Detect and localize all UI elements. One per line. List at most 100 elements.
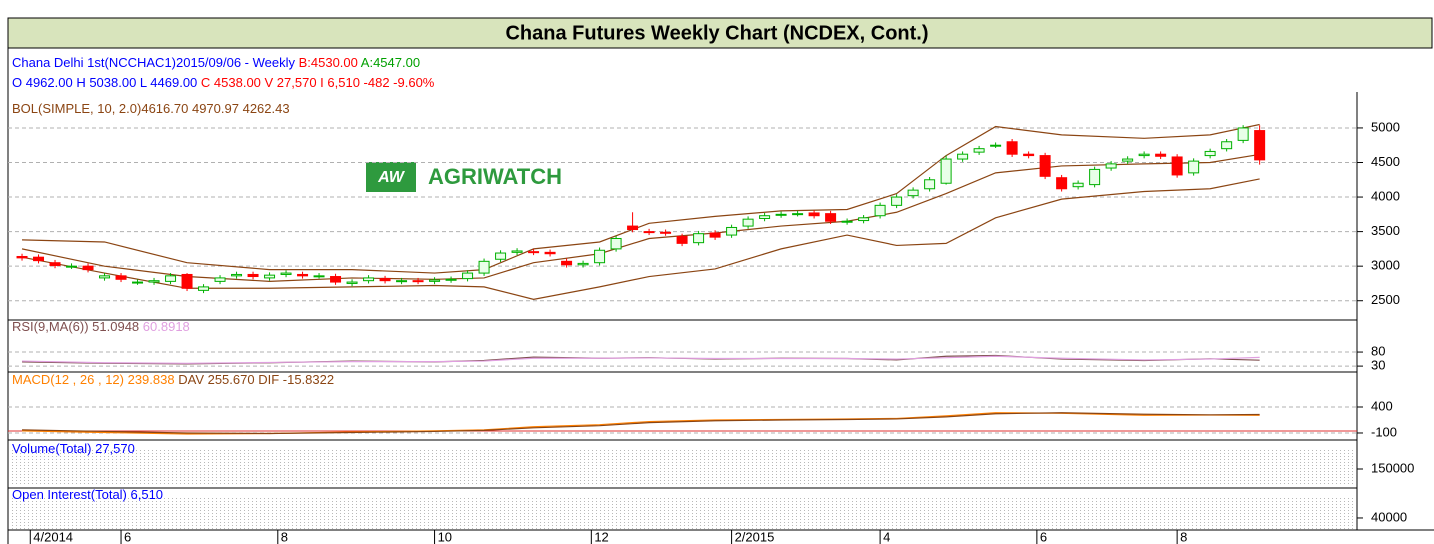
candle-body	[825, 213, 837, 222]
candle-body	[181, 273, 193, 289]
candle-body	[759, 215, 771, 219]
indicator-line	[22, 355, 1260, 364]
y-tick-label: 30	[1371, 358, 1385, 373]
x-tick-label: 4/2014	[33, 529, 73, 544]
candle-body	[148, 280, 160, 283]
candle-body	[1237, 127, 1249, 141]
candle-body	[396, 280, 408, 283]
candle-body	[165, 275, 177, 282]
candle-body	[561, 260, 573, 266]
candle-body	[346, 281, 358, 284]
y-tick-label: 80	[1371, 343, 1385, 358]
indicator-line	[22, 412, 1260, 435]
candle-body	[429, 279, 441, 282]
candle-body	[594, 249, 606, 264]
legend-entry: 4262.43	[243, 101, 290, 116]
candle-body	[1122, 158, 1134, 162]
info-text: O 4962.00 H 5038.00 L 4469.00	[12, 75, 201, 90]
logo-box	[366, 162, 416, 192]
candle-body	[16, 255, 28, 259]
y-tick-label: 3500	[1371, 223, 1400, 238]
y-tick-label: 4000	[1371, 188, 1400, 203]
candle-body	[924, 179, 936, 190]
candle-body	[775, 213, 787, 216]
indicator-line	[21, 178, 1260, 300]
candle-body	[528, 251, 540, 254]
candle-body	[1105, 163, 1117, 169]
candle-body	[49, 262, 61, 266]
candle-body	[676, 235, 688, 244]
legend-entry: 4970.97	[192, 101, 239, 116]
candle-body	[33, 256, 45, 262]
candle-body	[247, 273, 259, 278]
candle-body	[792, 213, 804, 216]
info-text: B:4530.00	[299, 55, 361, 70]
oi-texture	[9, 498, 1356, 530]
candle-body	[709, 232, 721, 238]
candle-body	[891, 196, 903, 206]
candle-body	[115, 275, 127, 280]
x-tick-label: 6	[124, 529, 131, 544]
candle-body	[1006, 141, 1018, 155]
panel-label: Open Interest(Total) 6,510	[12, 487, 163, 502]
candle-body	[313, 275, 325, 278]
legend-entry: DIF -15.8322	[258, 372, 334, 387]
candle-body	[511, 250, 523, 253]
x-tick-label: 8	[281, 529, 288, 544]
panel-label: Volume(Total) 27,570	[12, 441, 135, 456]
candle-body	[841, 220, 853, 223]
candle-body	[544, 251, 556, 255]
title-bar	[7, 17, 1433, 49]
x-tick-label: 8	[1180, 529, 1187, 544]
candle-body	[231, 273, 243, 277]
candle-body	[726, 226, 738, 236]
panel-label: RSI(9,MA(6)) 51.0948 60.8918	[12, 319, 190, 334]
candle-body	[577, 262, 589, 266]
candle-body	[1204, 150, 1216, 157]
y-tick-label: -100	[1371, 424, 1397, 439]
candle-body	[132, 281, 144, 284]
candle-body	[610, 238, 622, 250]
x-tick-label: 2/2015	[735, 529, 775, 544]
legend-entry: DAV 255.670	[178, 372, 254, 387]
legend-entry: RSI(9,MA(6)) 51.0948	[12, 319, 139, 334]
candle-body	[1254, 130, 1266, 161]
candle-body	[858, 217, 870, 222]
legend-entry: MACD(12 , 26 , 12) 239.838	[12, 372, 175, 387]
candle-body	[462, 272, 474, 280]
candle-body	[907, 189, 919, 197]
candle-body	[66, 265, 78, 268]
legend-entry: 4616.70	[141, 101, 188, 116]
x-tick-label: 12	[594, 529, 608, 544]
candle-body	[1171, 156, 1183, 176]
candle-body	[973, 148, 985, 153]
panel-label: MACD(12 , 26 , 12) 239.838 DAV 255.670 D…	[12, 372, 334, 387]
candle-body	[264, 274, 276, 279]
candle-body	[660, 231, 672, 234]
y-tick-label: 3000	[1371, 258, 1400, 273]
panel-label: BOL(SIMPLE, 10, 2.0)4616.70 4970.97 4262…	[12, 101, 290, 116]
y-tick-label: 2500	[1371, 292, 1400, 307]
candle-body	[627, 225, 639, 231]
y-tick-label: 150000	[1371, 460, 1414, 475]
candle-body	[214, 277, 226, 282]
candle-body	[742, 218, 754, 227]
y-tick-label: 400	[1371, 398, 1393, 413]
candle-body	[330, 276, 342, 283]
candle-body	[874, 204, 886, 217]
volume-texture	[9, 450, 1356, 486]
candle-body	[280, 272, 292, 275]
candle-body	[693, 233, 705, 244]
y-tick-label: 40000	[1371, 509, 1407, 524]
candle-body	[990, 144, 1002, 147]
candle-body	[1039, 155, 1051, 177]
candle-body	[82, 265, 94, 271]
indicator-line	[22, 123, 1260, 274]
candle-body	[940, 158, 952, 184]
candle-body	[198, 286, 210, 291]
candle-body	[412, 280, 424, 283]
logo-mark: AW	[377, 169, 406, 186]
x-tick-label: 4	[883, 529, 890, 544]
candle-body	[445, 278, 457, 281]
x-tick-label: 6	[1040, 529, 1047, 544]
